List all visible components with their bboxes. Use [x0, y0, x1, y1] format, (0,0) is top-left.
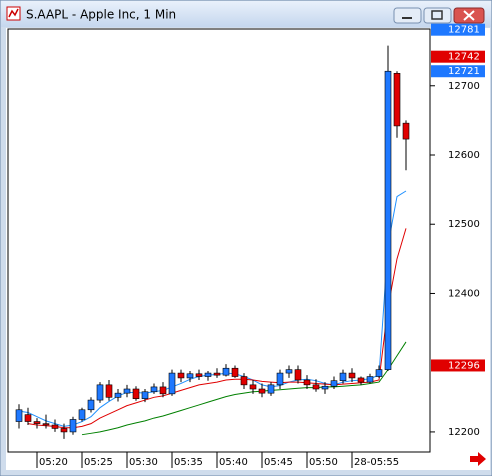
candle-body: [258, 388, 266, 394]
candle-body: [393, 73, 401, 127]
candle-body: [339, 372, 347, 381]
candle-body: [231, 367, 239, 377]
candle-body: [303, 379, 311, 386]
y-tick-label: 12500: [448, 219, 480, 230]
candle-body: [267, 384, 275, 394]
candle-body: [285, 369, 293, 374]
candle-body: [204, 372, 212, 377]
candle-body: [51, 424, 59, 429]
candle-body: [132, 388, 140, 399]
candle-body: [159, 386, 167, 395]
x-tick-label: 05:25: [84, 457, 113, 468]
candle-body: [123, 388, 131, 394]
x-tick-label: 05:20: [39, 457, 68, 468]
candle-body: [186, 373, 194, 379]
y-tick-label: 12700: [448, 81, 480, 92]
candle-body: [33, 421, 41, 424]
x-tick-label: 05:40: [219, 457, 248, 468]
candle-body: [294, 369, 302, 381]
candle-body: [222, 367, 230, 376]
candle-body: [375, 369, 383, 377]
candle-body: [105, 384, 113, 398]
candle-body: [141, 391, 149, 399]
candle-body: [384, 70, 392, 370]
candle-body: [87, 399, 95, 411]
candle-body: [150, 386, 158, 393]
candle-body: [168, 372, 176, 395]
x-tick-label: 05:35: [174, 457, 203, 468]
price-label: 12296: [448, 360, 480, 371]
candle-body: [195, 373, 203, 377]
scroll-arrow[interactable]: [470, 452, 486, 466]
maximize-glyph: [431, 10, 443, 20]
candle-body: [402, 122, 410, 140]
window-title: S.AAPL - Apple Inc, 1 Min: [26, 8, 176, 22]
moving-average-line: [81, 341, 407, 436]
price-label-box: [431, 23, 485, 36]
candle-body: [96, 384, 104, 401]
close-glyph: [463, 10, 475, 21]
candle-body: [330, 380, 338, 387]
moving-average-line: [27, 228, 407, 429]
maximize-button[interactable]: [423, 7, 452, 24]
candle-body: [69, 419, 77, 433]
y-tick-label: 12400: [448, 288, 480, 299]
moving-average-line: [18, 190, 407, 427]
price-label-box: [431, 50, 485, 63]
x-tick-label: 05:50: [309, 457, 338, 468]
y-tick-label: 12600: [448, 150, 480, 161]
price-label-box: [431, 359, 485, 372]
candle-body: [24, 414, 32, 422]
price-label: 12742: [448, 52, 480, 63]
x-tick-label: 05:30: [129, 457, 158, 468]
plot-area: [7, 28, 431, 453]
price-label-box: [431, 65, 485, 78]
candle-body: [276, 372, 284, 386]
candle-body: [312, 384, 320, 390]
candle-body: [240, 376, 248, 386]
x-tick-label: 28-05:55: [354, 457, 399, 468]
candle-body: [357, 377, 365, 383]
candle-body: [114, 392, 122, 398]
candle-body: [366, 376, 374, 383]
candle-body: [321, 385, 329, 390]
candle-body: [60, 428, 68, 433]
window-icon-glyph: [8, 8, 19, 18]
minimize-button[interactable]: [393, 7, 422, 24]
candle-body: [42, 423, 50, 426]
y-tick-label: 12200: [448, 427, 480, 438]
candle-body: [78, 409, 86, 420]
x-tick-label: 05:45: [264, 457, 293, 468]
candle-body: [177, 372, 185, 379]
candle-body: [213, 372, 221, 376]
candle-body: [249, 384, 257, 390]
price-label: 12721: [448, 66, 480, 77]
candle-body: [15, 409, 23, 422]
candle-body: [348, 372, 356, 379]
price-label: 12781: [448, 25, 480, 36]
